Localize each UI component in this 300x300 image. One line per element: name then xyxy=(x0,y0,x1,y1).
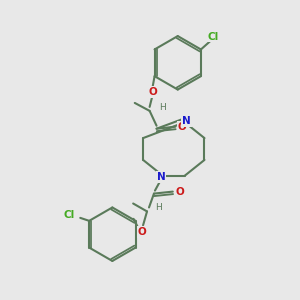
Text: O: O xyxy=(138,227,146,237)
Text: H: H xyxy=(155,203,162,212)
Text: N: N xyxy=(157,172,165,182)
Text: O: O xyxy=(148,87,157,97)
Text: H: H xyxy=(159,103,166,112)
Text: N: N xyxy=(182,116,191,126)
Text: Cl: Cl xyxy=(64,210,75,220)
Text: O: O xyxy=(175,187,184,196)
Text: O: O xyxy=(178,122,187,132)
Text: Cl: Cl xyxy=(207,32,218,42)
